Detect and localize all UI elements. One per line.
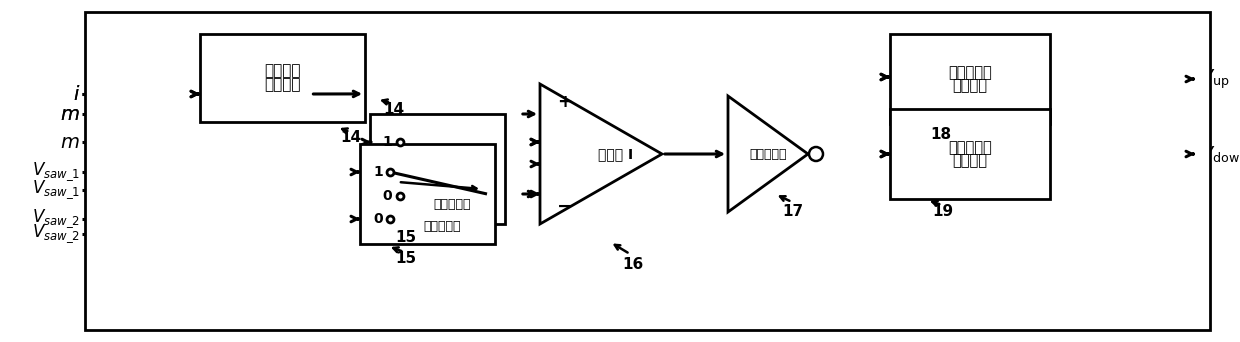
Text: 第一反相器: 第一反相器 — [749, 147, 786, 160]
Text: 第二上升沿: 第二上升沿 — [949, 140, 992, 155]
Text: −: − — [557, 197, 573, 215]
Text: $V_{saw\_2}$: $V_{saw\_2}$ — [32, 208, 81, 230]
Text: 延时模块: 延时模块 — [952, 153, 987, 168]
Bar — [890, 109, 1050, 199]
Circle shape — [808, 147, 823, 161]
Text: $V_{saw\_2}$: $V_{saw\_2}$ — [32, 223, 81, 245]
Text: 第一上升沿: 第一上升沿 — [949, 65, 992, 80]
Text: 0: 0 — [373, 212, 383, 226]
Polygon shape — [728, 96, 808, 212]
Text: $V_{\mathrm{down}}$: $V_{\mathrm{down}}$ — [1200, 144, 1240, 164]
Text: 14: 14 — [340, 130, 361, 145]
Text: $m$: $m$ — [61, 132, 81, 152]
Text: 检测模块: 检测模块 — [264, 78, 301, 92]
Text: 18: 18 — [930, 127, 951, 142]
Text: +: + — [558, 93, 573, 111]
Text: 19: 19 — [932, 204, 954, 219]
Text: $m$: $m$ — [61, 105, 81, 123]
Text: 1: 1 — [382, 135, 392, 149]
Bar — [200, 34, 365, 122]
Text: 延时模块: 延时模块 — [952, 78, 987, 93]
Text: $i$: $i$ — [73, 84, 81, 104]
Text: 14: 14 — [383, 102, 404, 117]
Text: $V_{saw\_1}$: $V_{saw\_1}$ — [32, 161, 81, 183]
Text: 第一选择器: 第一选择器 — [424, 220, 461, 233]
Text: $V_{\mathrm{up}}$: $V_{\mathrm{up}}$ — [1200, 67, 1230, 91]
Bar — [370, 114, 505, 224]
Text: 15: 15 — [396, 251, 417, 266]
Text: 第一选择器: 第一选择器 — [434, 197, 471, 210]
Text: $i$: $i$ — [73, 84, 81, 104]
Text: 电流方向: 电流方向 — [264, 64, 301, 79]
Polygon shape — [539, 84, 662, 224]
Bar — [890, 34, 1050, 124]
Text: 17: 17 — [782, 204, 804, 219]
Text: $m$: $m$ — [61, 105, 81, 123]
Text: 15: 15 — [396, 230, 417, 245]
Text: $V_{saw\_1}$: $V_{saw\_1}$ — [32, 179, 81, 201]
Text: 0: 0 — [382, 189, 392, 203]
Text: 16: 16 — [622, 257, 644, 272]
Text: 1: 1 — [373, 165, 383, 179]
Text: 比较器 I: 比较器 I — [598, 147, 632, 161]
Bar — [360, 144, 495, 244]
